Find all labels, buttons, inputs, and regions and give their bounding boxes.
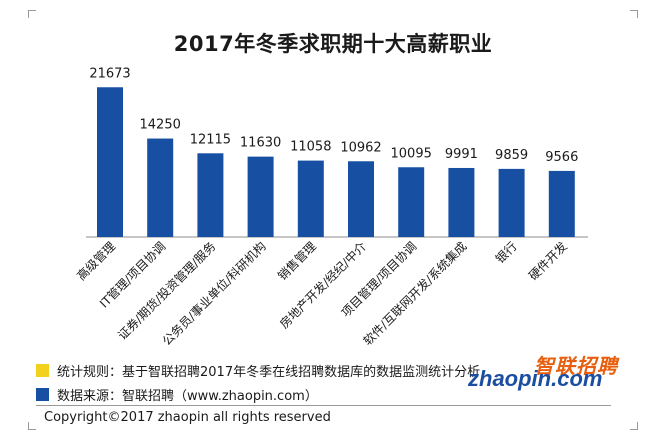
category-labels-group: 高级管理IT管理/项目协调证券/期货/投资管理/服务公务员/事业单位/科研机构销… — [74, 239, 570, 349]
frame-corner-bl — [28, 422, 36, 430]
bars-group — [97, 87, 575, 237]
frame-corner-tl — [28, 10, 36, 18]
legend-swatch-yellow — [36, 364, 49, 377]
bar-9 — [498, 168, 525, 237]
value-label-6: 10962 — [340, 140, 381, 155]
category-label-1: 高级管理 — [74, 239, 119, 284]
chart-frame — [28, 10, 638, 430]
category-label-6: 房地产开发/经纪/中介 — [276, 239, 369, 332]
legend-label-source: 数据来源：智联招聘（www.zhaopin.com） — [57, 389, 318, 404]
bar-10 — [548, 170, 575, 237]
logo-chinese-text: 智联招聘 — [534, 354, 618, 378]
chart-title: 2017年冬季求职期十大高薪职业 — [173, 32, 493, 56]
copyright-text: Copyright©2017 zhaopin all rights reserv… — [44, 410, 331, 425]
value-labels-group: 21673 14250 12115 11630 11058 10962 10095 9991 9… — [89, 66, 578, 165]
bar-2 — [147, 138, 174, 237]
frame-corner-tr — [630, 10, 638, 18]
frame-corner-br — [630, 422, 638, 430]
value-label-1: 21673 — [89, 66, 130, 81]
value-label-7: 10095 — [391, 146, 432, 161]
value-label-4: 11630 — [240, 136, 281, 151]
bar-7 — [398, 167, 425, 237]
value-label-8: 9991 — [445, 147, 478, 162]
bar-1 — [97, 87, 123, 237]
category-label-5: 销售管理 — [274, 239, 319, 284]
zhaopin-logo: 智联招聘 zhaopin.com — [468, 350, 618, 392]
value-label-9: 9859 — [495, 148, 528, 163]
footer-divider — [36, 405, 611, 406]
category-label-3: 证券/期货/投资管理/服务 — [114, 239, 218, 343]
legend-label-rule: 统计规则：基于智联招聘2017年冬季在线招聘数据库的数据监测统计分析 — [57, 365, 481, 380]
bar-3 — [197, 153, 224, 237]
value-label-2: 14250 — [140, 118, 181, 133]
bar-5 — [297, 160, 324, 237]
legend-item-source: 数据来源：智联招聘（www.zhaopin.com） — [36, 385, 318, 404]
category-label-4: 公务员/事业单位/科研机构 — [159, 239, 269, 349]
category-label-8: 软件/互联网开发/系统集成 — [360, 239, 470, 349]
bar-4 — [247, 156, 274, 237]
bar-6 — [348, 161, 374, 237]
category-label-10: 硬件开发 — [525, 239, 570, 284]
value-label-5: 11058 — [290, 140, 331, 155]
legend-swatch-blue — [36, 388, 49, 401]
bar-8 — [448, 167, 475, 237]
value-label-10: 9566 — [545, 150, 578, 165]
logo-english-text: zhaopin.com — [468, 366, 603, 391]
legend-item-rule: 统计规则：基于智联招聘2017年冬季在线招聘数据库的数据监测统计分析 — [36, 361, 480, 380]
category-label-9: 银行 — [493, 239, 520, 266]
value-label-3: 12115 — [190, 132, 231, 147]
